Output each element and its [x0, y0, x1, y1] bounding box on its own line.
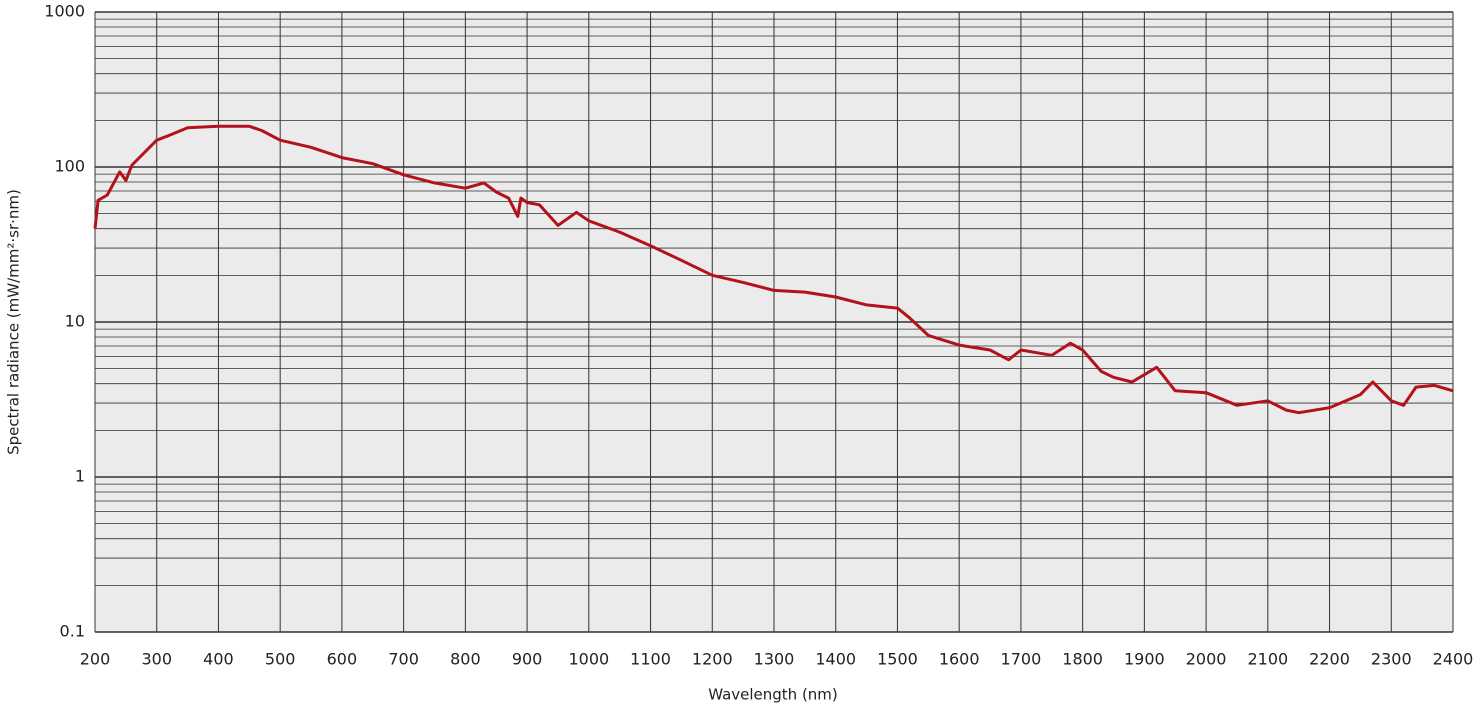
x-tick-label: 1500 [877, 650, 918, 669]
x-tick-label: 1800 [1062, 650, 1103, 669]
x-tick-label: 900 [512, 650, 543, 669]
x-tick-label: 2300 [1371, 650, 1412, 669]
x-tick-label: 1600 [939, 650, 980, 669]
y-tick-label: 1000 [44, 2, 85, 21]
y-tick-label: 100 [54, 157, 85, 176]
x-tick-label: 700 [388, 650, 419, 669]
x-tick-label: 1300 [754, 650, 795, 669]
x-tick-label: 300 [141, 650, 172, 669]
x-tick-label: 800 [450, 650, 481, 669]
x-tick-label: 1400 [815, 650, 856, 669]
x-tick-label: 1100 [630, 650, 671, 669]
x-tick-label: 1700 [1001, 650, 1042, 669]
data-line [93, 124, 1454, 415]
y-tick-label: 1 [75, 467, 85, 486]
x-tick-label: 500 [265, 650, 296, 669]
x-tick-label: 1000 [568, 650, 609, 669]
x-tick-label: 2100 [1247, 650, 1288, 669]
y-tick-label: 0.1 [60, 622, 85, 641]
x-tick-label: 600 [327, 650, 358, 669]
y-tick-label: 10 [65, 312, 85, 331]
x-axis-label: Wavelength (nm) [708, 686, 838, 704]
x-tick-label: 200 [80, 650, 111, 669]
x-tick-label: 2400 [1433, 650, 1474, 669]
x-tick-label: 400 [203, 650, 234, 669]
x-tick-label: 1200 [692, 650, 733, 669]
x-tick-label: 2000 [1186, 650, 1227, 669]
x-tick-label: 2200 [1309, 650, 1350, 669]
y-axis-label: Spectral radiance (mW/mm²·sr·nm) [5, 189, 23, 455]
x-tick-label: 1900 [1124, 650, 1165, 669]
